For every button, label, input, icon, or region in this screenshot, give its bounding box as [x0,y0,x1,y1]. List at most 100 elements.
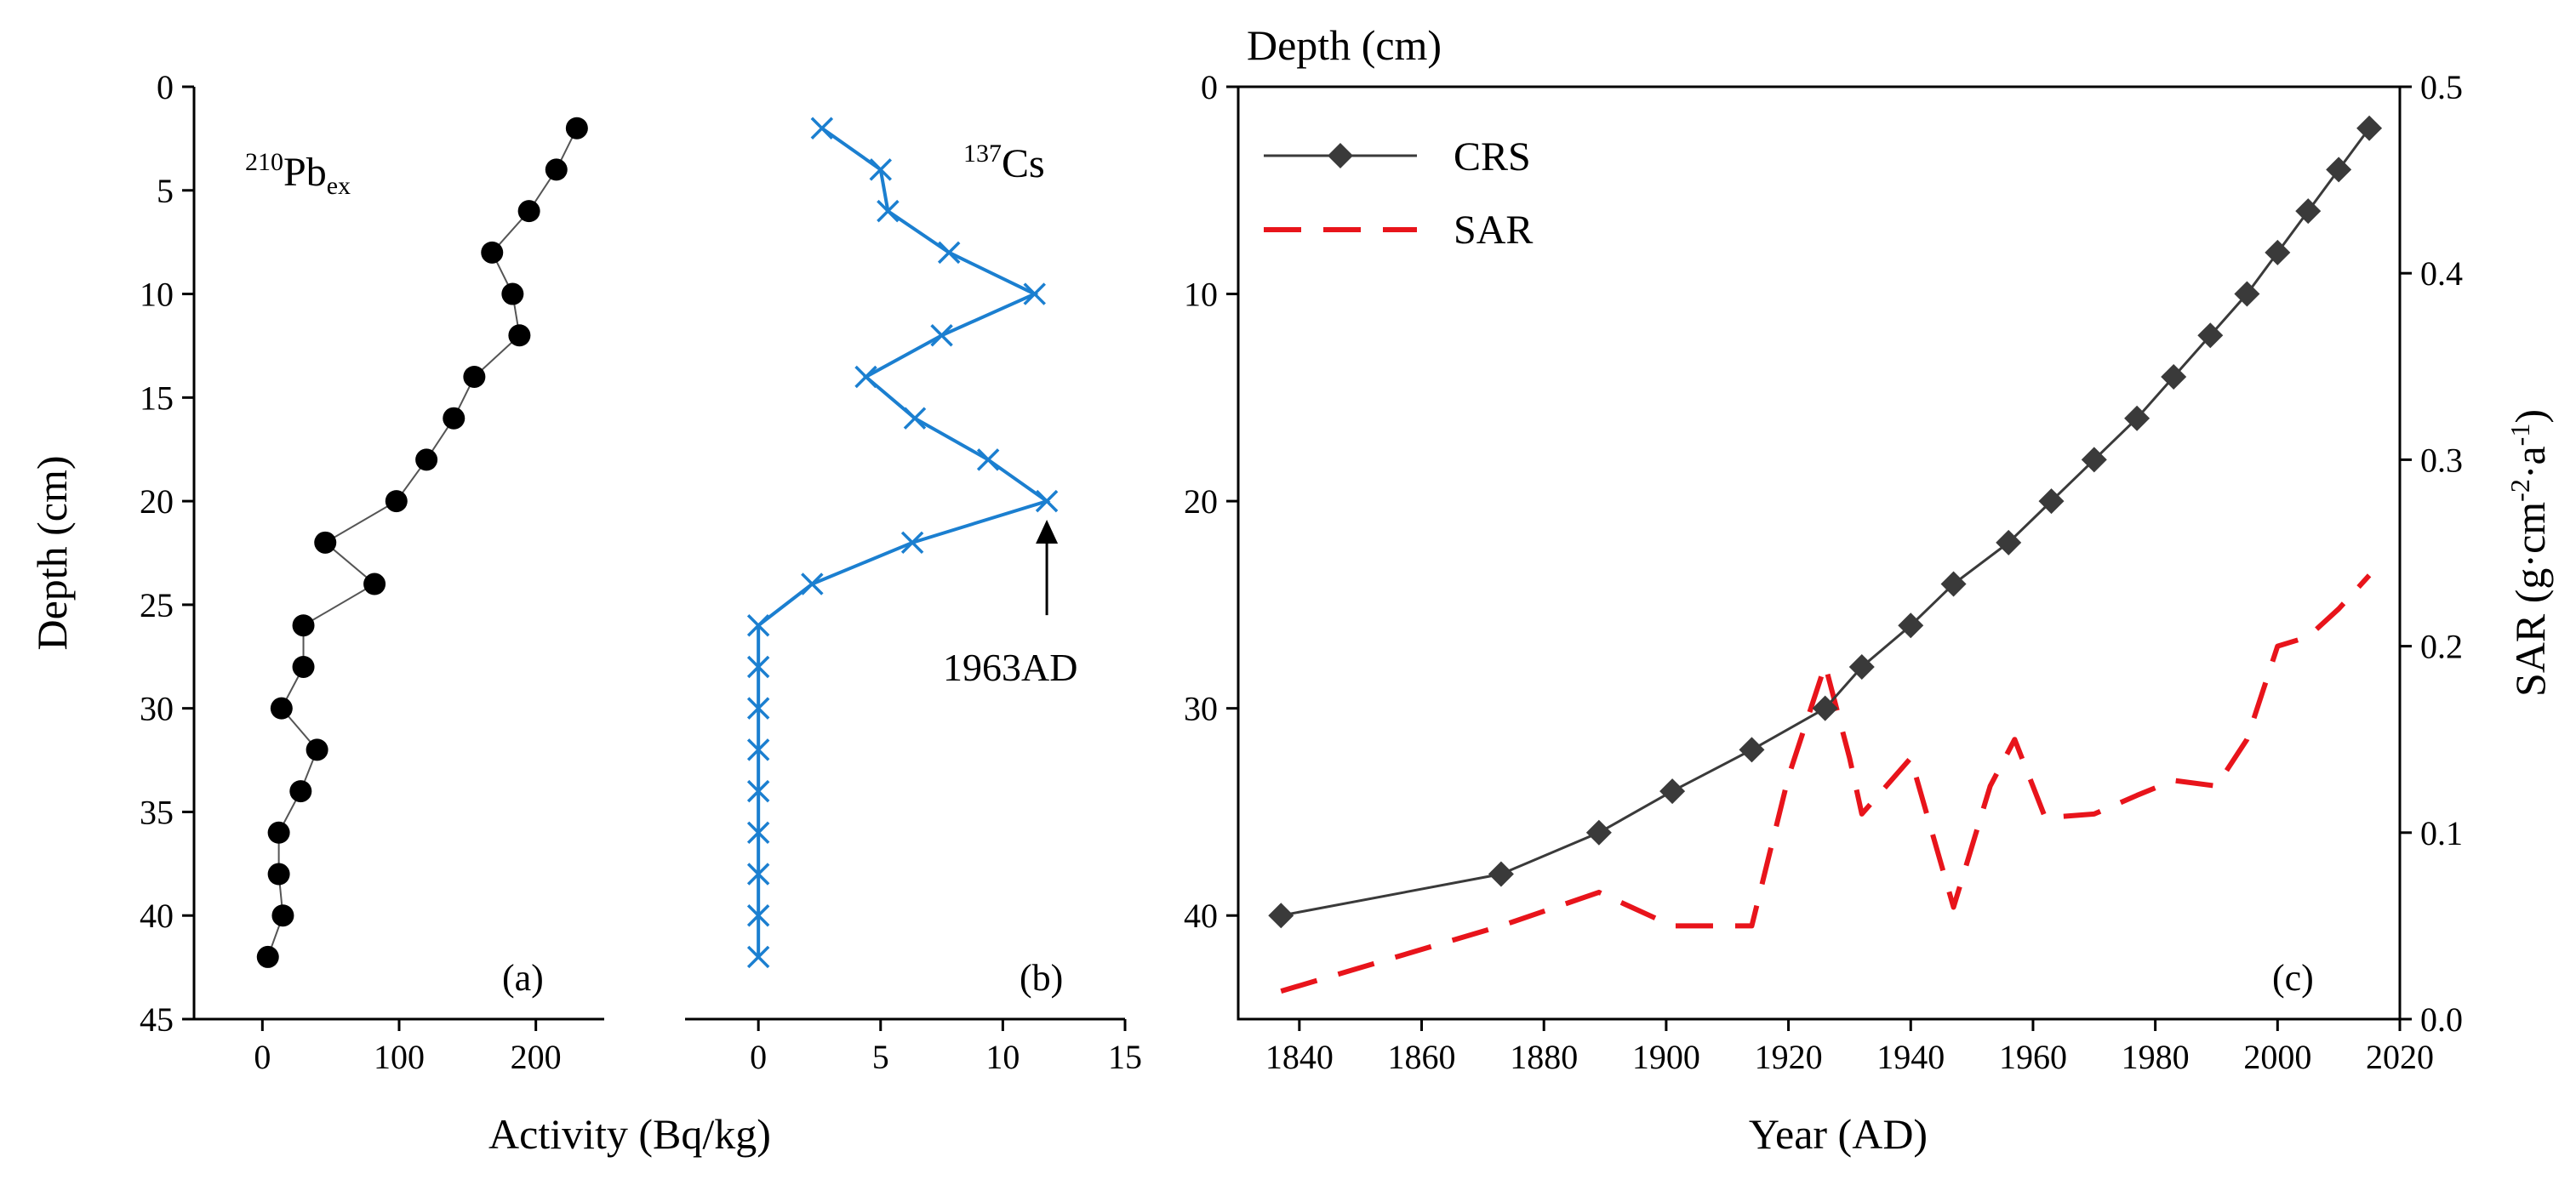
panel-c-x-tick-label: 2020 [2366,1038,2434,1076]
panel-a-data-point [415,448,438,471]
panel-c-frame [1237,85,2402,1021]
panel-a-y-tick-label: 10 [140,276,174,314]
panel-c-right-axis-label-mid: ·a [2506,446,2554,479]
panel-c-crs-data-point [2265,239,2291,265]
panel-a-data-point [271,904,294,927]
panel-b-data-point [810,117,834,140]
panel-a-label: (a) [502,957,544,999]
panel-c-crs-data-point [1996,529,2022,555]
panel-c-crs-data-point [1812,695,1838,721]
panel-c-crs-data-point [1659,778,1686,805]
panel-a-title: 210Pbex [245,148,351,200]
panel-c-right-tick-label: 0.0 [2420,1000,2463,1039]
panel-b-data-point [746,779,770,803]
panel-b-data-point [1035,489,1059,513]
panel-b-label: (b) [1020,957,1063,999]
panel-a-data-point [314,531,337,554]
panel-c-crs-data-point [2081,447,2107,473]
panel-b-series-line [757,127,1051,957]
panel-a-title-subscript: ex [327,172,351,200]
panel-c-x-tick-label: 1860 [1388,1038,1456,1076]
panel-c-x-tick-label: 2000 [2243,1038,2311,1076]
panel-b-data-point [801,573,824,595]
panel-a-data-point [517,200,540,223]
panel-a-y-tick-label: 0 [157,68,174,106]
panel-a-data-point [385,490,408,513]
panel-b-data-point [937,241,961,265]
panel-c-sar-line [1280,573,2372,994]
panel-b-x-tick-label: 0 [750,1038,767,1076]
panel-c-right-axis-label: SAR (g·cm-2·a-1) [2505,409,2554,697]
panel-b-data-point [877,199,900,223]
legend-crs-marker [1328,143,1353,168]
panel-c-left-axis-label: Depth (cm) [1247,21,1442,69]
panel-a-title-element: Pb [283,150,327,195]
panel-c-crs-data-point [1488,861,1514,887]
panel-b-title-element: Cs [1002,141,1045,186]
annotation-1963ad: 1963AD [943,646,1077,689]
panel-a-data-point [292,614,315,637]
panel-b-data-point [854,365,877,389]
panel-b-title-isotope: 137 [963,140,1002,168]
panel-c-label: (c) [2272,957,2314,999]
panel-a-y-tick-label: 5 [157,172,174,210]
panel-c-right-tick-label: 0.5 [2420,68,2463,106]
panel-a-data-point [270,697,293,720]
panel-c-right-axis-label-sup1: -2 [2505,479,2535,502]
panel-a-y-tick-label: 35 [140,793,174,831]
panel-c-crs-data-point [1898,612,1924,639]
panel-b-data-point [746,738,770,761]
panel-a-y-tick-label: 40 [140,897,174,935]
panel-b-cs137: 0 5 10 15 [685,117,1142,1076]
panel-a-x-tick-label: 200 [511,1038,562,1076]
panel-c-crs-line [1281,127,2371,917]
figure-texts: 210Pbex 137Cs (a) (b) (c) Activity (Bq/k… [28,21,2554,1158]
panel-c-right-axis-label-end: ) [2506,409,2554,424]
panel-b-data-point [976,448,1000,471]
panel-b-data-point [746,945,770,969]
panel-c-crs-data-point [2038,488,2065,515]
panel-c-right-axis-label-sup2: -1 [2505,424,2535,447]
panel-ab-x-axis-label: Activity (Bq/kg) [488,1110,771,1158]
panel-a-y-tick-label: 45 [140,1000,174,1039]
panel-b-data-point [900,531,924,555]
panel-b-data-point [869,158,893,181]
panel-b-data-point [746,614,770,637]
panel-b-data-point [746,655,770,679]
panel-a-data-point [292,655,315,678]
panel-b-data-point [930,324,953,347]
panel-a-title-isotope: 210 [245,148,283,176]
panel-c-right-tick-label: 0.2 [2420,628,2463,666]
panel-a-y-tick-label: 15 [140,379,174,417]
panel-c-x-tick-label: 1980 [2122,1038,2190,1076]
panel-c-left-tick-label: 20 [1184,482,1218,521]
panel-c-x-tick-label: 1880 [1510,1038,1578,1076]
panel-a-y-tick-label: 30 [140,690,174,728]
panel-c-right-axis-label-base: SAR (g·cm [2506,502,2554,697]
panel-c-x-tick-label: 1900 [1632,1038,1700,1076]
panel-b-x-tick-label: 10 [985,1038,1020,1076]
panel-b-data-point [1023,282,1046,305]
panel-b-data-point [746,903,770,927]
panel-c-crs-data-point [1739,737,1765,763]
panel-c-crs-data-point [1268,903,1294,929]
panel-c-right-tick-label: 0.3 [2420,441,2463,479]
panel-c-x-tick-label: 1920 [1755,1038,1823,1076]
panel-b-data-point [903,407,927,430]
panel-a-data-point [463,365,486,388]
panel-c-crs-data-point [1848,653,1875,680]
panel-c-crs-data-point [2234,281,2260,307]
legend-label-crs: CRS [1454,134,1531,179]
panel-a-y-axis-label: Depth (cm) [28,455,76,650]
panel-c-crs-data-point [2197,322,2224,349]
panel-a-x-tick-label: 100 [374,1038,425,1076]
panel-c-crs-data-point [2326,157,2352,183]
panel-a-y-tick-label: 25 [140,586,174,624]
panel-a-x-tick-label: 0 [254,1038,271,1076]
panel-a-y-tick-label: 20 [140,482,174,521]
panel-a-data-point [289,780,312,803]
panel-c-crs-data-point [1940,571,1967,597]
panel-c-crs-data-point [2295,198,2322,225]
panel-b-data-point [746,697,770,720]
